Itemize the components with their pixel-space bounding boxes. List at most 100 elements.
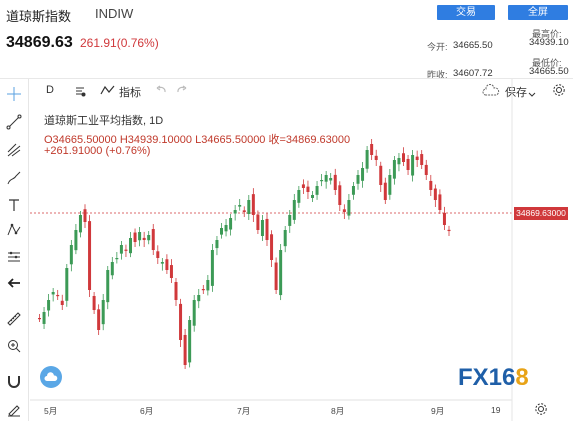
x-tick-19: 19: [491, 405, 501, 415]
candle-body: [429, 180, 433, 190]
candle-body: [338, 185, 342, 205]
candle-body: [270, 234, 274, 260]
candle-body: [260, 220, 264, 236]
candle-body: [374, 155, 378, 160]
candle-body: [51, 292, 55, 295]
ohlc-readout: O34665.50000 H34939.10000 L34665.50000 收…: [44, 134, 351, 146]
candle-body: [329, 178, 333, 181]
measure-icon[interactable]: [3, 246, 25, 266]
lock-edit-icon[interactable]: [3, 399, 25, 419]
candle-body: [38, 318, 41, 320]
high-label: 最高价:: [532, 29, 562, 39]
last-price-tag: 34869.63000: [514, 207, 568, 220]
candle-body: [65, 268, 69, 301]
current-price: 34869.63: [6, 34, 73, 51]
candle-body: [78, 215, 82, 233]
candle-body: [142, 237, 146, 240]
fork-icon[interactable]: [3, 140, 25, 160]
candle-body: [106, 270, 110, 303]
pattern-icon[interactable]: [3, 220, 25, 240]
axis-settings-gear-icon[interactable]: [534, 402, 548, 421]
candle-body: [238, 205, 242, 207]
fullscreen-button[interactable]: 全屏: [508, 5, 568, 20]
open-value: 34665.50: [453, 40, 493, 51]
candle-body: [292, 200, 296, 220]
compare-icon[interactable]: [73, 84, 87, 103]
candle-body: [324, 175, 328, 182]
period-selector[interactable]: D: [46, 84, 54, 96]
candle-body: [379, 165, 383, 185]
x-tick-june: 6月: [140, 406, 154, 416]
candle-body: [247, 200, 251, 214]
series-name: 道琼斯工业平均指数: [44, 115, 143, 127]
candle-body: [415, 156, 419, 160]
candle-body: [188, 320, 192, 363]
candle-body: [356, 175, 360, 184]
cloud-sync-icon[interactable]: [40, 366, 62, 388]
candle-body: [47, 300, 51, 311]
zoom-in-icon[interactable]: [3, 336, 25, 356]
ruler-icon[interactable]: [3, 309, 25, 329]
candle-body: [124, 249, 128, 251]
prev-close-value: 34607.72: [453, 68, 493, 79]
candle-body: [183, 334, 187, 365]
candle-body: [279, 250, 283, 296]
trade-button[interactable]: 交易: [437, 5, 495, 20]
open-label: 今开:: [427, 42, 448, 52]
brush-icon[interactable]: [3, 168, 25, 188]
save-button[interactable]: 保存: [505, 87, 527, 99]
candle-body: [424, 164, 428, 175]
candle-body: [347, 200, 351, 216]
magnet-icon[interactable]: [3, 371, 25, 391]
candle-body: [60, 300, 64, 305]
candle-body: [433, 188, 437, 200]
candle-body: [306, 186, 310, 192]
x-tick-may: 5月: [44, 406, 58, 416]
back-arrow-icon[interactable]: [3, 273, 25, 293]
candle-body: [83, 209, 87, 222]
trendline-icon[interactable]: [3, 112, 25, 132]
candle-body: [283, 230, 287, 247]
low-value: 34665.50: [529, 66, 569, 77]
candle-body: [388, 175, 392, 195]
candle-body: [242, 210, 246, 212]
candle-body: [229, 218, 233, 230]
change-readout: +261.91000 (+0.76%): [44, 145, 151, 157]
candle-body: [156, 251, 160, 258]
undo-icon[interactable]: [154, 83, 168, 102]
redo-icon[interactable]: [175, 83, 189, 102]
candle-body: [365, 150, 369, 169]
candle-body: [351, 186, 355, 195]
cloud-icon[interactable]: [481, 84, 501, 103]
candle-body: [406, 158, 410, 170]
text-icon[interactable]: [3, 195, 25, 215]
crosshair-icon[interactable]: [3, 84, 25, 104]
high-value: 34939.10: [529, 37, 569, 48]
candle-body: [160, 262, 164, 264]
candle-body: [115, 258, 119, 260]
candle-body: [197, 295, 201, 302]
candle-body: [110, 262, 114, 276]
candle-body: [147, 235, 151, 241]
chevron-down-icon[interactable]: [528, 86, 536, 104]
candle-body: [274, 262, 278, 290]
x-tick-july: 7月: [237, 406, 251, 416]
candle-body: [174, 282, 178, 300]
candle-body: [311, 195, 314, 198]
candle-body: [119, 245, 123, 254]
candle-body: [315, 186, 319, 195]
header-divider: [0, 78, 573, 79]
indicators-icon[interactable]: [99, 83, 117, 102]
prev-close-label: 昨收:: [427, 70, 448, 80]
candle-body: [129, 238, 132, 254]
candle-body: [411, 155, 415, 176]
instrument-code: INDIW: [95, 6, 134, 21]
settings-gear-icon[interactable]: [552, 83, 566, 102]
candle-body: [165, 259, 169, 270]
fx168-logo: FX168: [458, 364, 529, 391]
x-tick-september: 9月: [431, 406, 445, 416]
indicators-button[interactable]: 指标: [119, 87, 141, 99]
candle-body: [251, 194, 255, 215]
candle-body: [392, 160, 396, 179]
